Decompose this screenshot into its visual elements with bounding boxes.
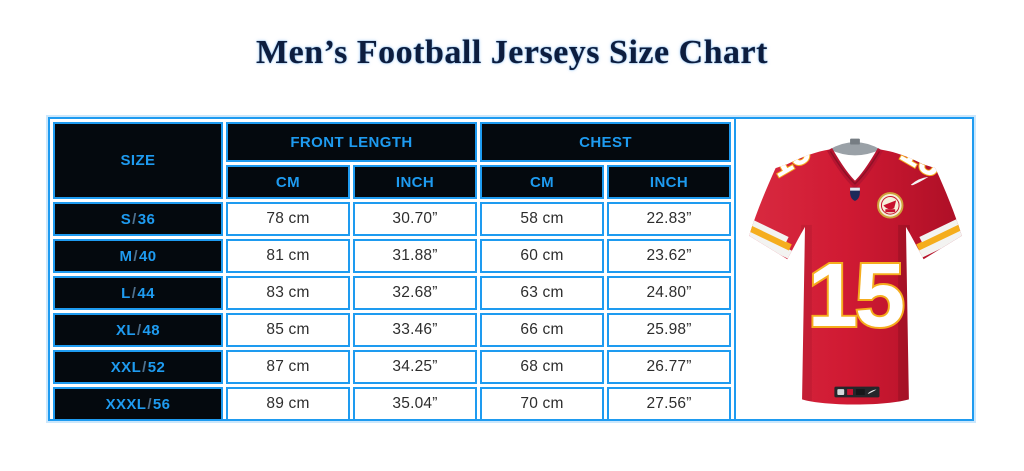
column-header-front-length: FRONT LENGTH bbox=[226, 122, 478, 162]
value-cell-front-cm: 81 cm bbox=[226, 239, 350, 273]
size-label: L bbox=[121, 284, 131, 302]
value-cell-front-inch: 32.68” bbox=[353, 276, 478, 310]
value-cell-chest-cm: 68 cm bbox=[480, 350, 605, 384]
jersey-image: 15 15 15 bbox=[749, 138, 962, 405]
mesh-shade-right bbox=[898, 224, 910, 402]
column-header-chest-cm: CM bbox=[480, 165, 605, 199]
sleeve-stripes-left bbox=[749, 212, 796, 261]
size-cell: XL/48 bbox=[53, 313, 223, 347]
size-slash: / bbox=[142, 358, 147, 376]
size-label: XXXL bbox=[105, 395, 147, 413]
jersey-number: 15 bbox=[808, 245, 903, 346]
table-header-row-units: CM INCH CM INCH bbox=[53, 165, 732, 199]
value-cell-chest-cm: 63 cm bbox=[480, 276, 605, 310]
value-cell-front-inch: 33.46” bbox=[353, 313, 478, 347]
size-cell: XXL/52 bbox=[53, 350, 223, 384]
size-cell: M/40 bbox=[53, 239, 223, 273]
value-cell-chest-inch: 23.62” bbox=[607, 239, 732, 273]
size-slash: / bbox=[136, 321, 142, 339]
value-cell-front-inch: 30.70” bbox=[353, 202, 478, 236]
size-label: XL bbox=[115, 321, 136, 339]
value-cell-chest-cm: 60 cm bbox=[480, 239, 605, 273]
size-slash: / bbox=[147, 395, 152, 413]
value-cell-chest-cm: 70 cm bbox=[480, 387, 605, 421]
value-cell-chest-inch: 25.98” bbox=[607, 313, 732, 347]
size-chart-table: SIZE FRONT LENGTH CHEST CM INCH CM INCH … bbox=[50, 119, 734, 424]
column-header-size: SIZE bbox=[53, 122, 223, 199]
value-cell-chest-cm: 66 cm bbox=[480, 313, 605, 347]
table-row: XXL/52 87 cm 34.25” 68 cm 26.77” bbox=[53, 350, 732, 384]
value-cell-front-cm: 89 cm bbox=[226, 387, 350, 421]
size-cell: S/36 bbox=[53, 202, 223, 236]
column-header-front-cm: CM bbox=[226, 165, 350, 199]
value-cell-chest-cm: 58 cm bbox=[480, 202, 605, 236]
size-label: S bbox=[120, 210, 132, 228]
size-slash: / bbox=[133, 247, 138, 265]
size-cell: L/44 bbox=[53, 276, 223, 310]
column-header-chest: CHEST bbox=[480, 122, 732, 162]
size-number: 44 bbox=[137, 284, 155, 302]
value-cell-front-cm: 83 cm bbox=[226, 276, 350, 310]
value-cell-chest-inch: 24.80” bbox=[607, 276, 732, 310]
nfl-shield-icon bbox=[850, 187, 860, 201]
value-cell-chest-inch: 22.83” bbox=[607, 202, 732, 236]
mesh-shade-left bbox=[801, 224, 812, 402]
table-row: XL/48 85 cm 33.46” 66 cm 25.98” bbox=[53, 313, 732, 347]
table-row: XXXL/56 89 cm 35.04” 70 cm 27.56” bbox=[53, 387, 732, 421]
size-slash: / bbox=[132, 210, 137, 228]
table-header-row-groups: SIZE FRONT LENGTH CHEST bbox=[53, 122, 732, 199]
jock-tag bbox=[834, 386, 880, 398]
size-number: 36 bbox=[137, 210, 156, 228]
size-cell: XXXL/56 bbox=[53, 387, 223, 421]
size-slash: / bbox=[131, 284, 137, 302]
collar-trim-edge bbox=[829, 151, 881, 185]
nike-swoosh-icon bbox=[910, 176, 929, 186]
column-header-chest-inch: INCH bbox=[607, 165, 732, 199]
size-number: 52 bbox=[147, 358, 166, 376]
table-row: M/40 81 cm 31.88” 60 cm 23.62” bbox=[53, 239, 732, 273]
size-label: XXL bbox=[110, 358, 142, 376]
chiefs-patch-icon bbox=[877, 192, 904, 219]
size-chart-board: SIZE FRONT LENGTH CHEST CM INCH CM INCH … bbox=[48, 117, 974, 421]
value-cell-front-cm: 85 cm bbox=[226, 313, 350, 347]
value-cell-chest-inch: 26.77” bbox=[607, 350, 732, 384]
value-cell-front-inch: 34.25” bbox=[353, 350, 478, 384]
collar-tab bbox=[850, 138, 860, 145]
table-row: S/36 78 cm 30.70” 58 cm 22.83” bbox=[53, 202, 732, 236]
jersey-image-panel: 15 15 15 bbox=[734, 119, 973, 419]
size-number: 48 bbox=[142, 321, 161, 339]
value-cell-chest-inch: 27.56” bbox=[607, 387, 732, 421]
value-cell-front-cm: 78 cm bbox=[226, 202, 350, 236]
table-row: L/44 83 cm 32.68” 63 cm 24.80” bbox=[53, 276, 732, 310]
size-number: 40 bbox=[138, 247, 157, 265]
page-title: Men’s Football Jerseys Size Chart bbox=[256, 34, 768, 71]
value-cell-front-inch: 35.04” bbox=[353, 387, 478, 421]
value-cell-front-cm: 87 cm bbox=[226, 350, 350, 384]
size-number: 56 bbox=[152, 395, 171, 413]
size-label: M bbox=[119, 247, 133, 265]
column-header-front-inch: INCH bbox=[353, 165, 478, 199]
value-cell-front-inch: 31.88” bbox=[353, 239, 478, 273]
collar-inner-back bbox=[829, 142, 881, 156]
jersey-body bbox=[749, 149, 962, 405]
